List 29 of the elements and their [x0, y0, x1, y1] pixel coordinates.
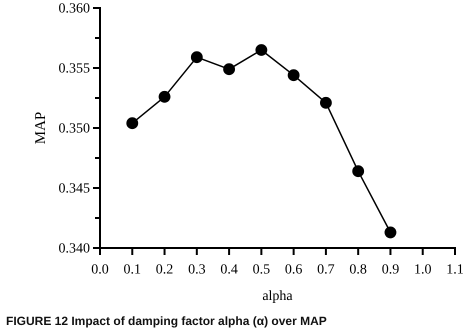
x-tick-label: 0.6	[284, 262, 302, 278]
point	[352, 165, 364, 178]
caption: FIGURE 12 Impact of damping factor alpha (α) over MAP	[6, 314, 327, 328]
point	[320, 96, 332, 109]
x-tick-label: 0.3	[188, 262, 206, 278]
x-tick-label: 0.2	[156, 262, 174, 278]
y-tick-label: 0.355	[58, 61, 90, 76]
x-tick-label: 0.4	[220, 262, 238, 278]
point	[223, 63, 236, 76]
y-tick-label: 0.360	[58, 1, 90, 16]
x-tick-label: 0.1	[124, 262, 142, 278]
y-tick-label: 0.345	[58, 181, 90, 196]
point	[255, 44, 268, 56]
y-tick-label: 0.350	[58, 121, 90, 136]
point	[158, 90, 170, 103]
x-axis-title: alpha	[262, 289, 294, 304]
point	[126, 117, 138, 130]
x-tick-label: 0.8	[349, 262, 367, 278]
point	[288, 69, 300, 82]
x-tick-label: 0.7	[317, 262, 335, 278]
x-tick-label: 1.0	[414, 262, 432, 278]
x-tick-label: 1.1	[446, 262, 464, 278]
point	[190, 51, 203, 64]
y-tick-label: 0.340	[58, 241, 90, 256]
x-tick-label: 0.5	[252, 262, 270, 278]
x-tick-label: 0.9	[382, 262, 400, 278]
y-axis-title: MAP	[33, 112, 49, 144]
x-tick-label: 0.0	[91, 262, 109, 278]
point	[384, 226, 396, 238]
